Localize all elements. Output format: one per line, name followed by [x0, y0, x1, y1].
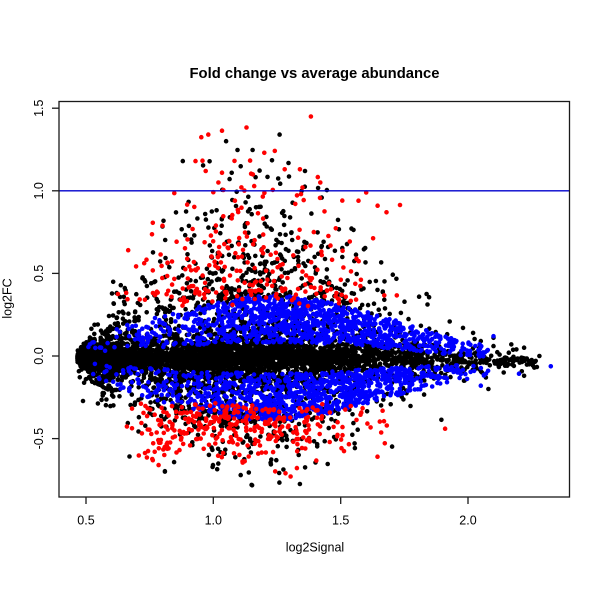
svg-text:1.0: 1.0 [32, 182, 46, 199]
svg-text:log2FC: log2FC [1, 278, 15, 318]
svg-text:0.5: 0.5 [32, 265, 46, 282]
svg-text:Fold change vs average abundan: Fold change vs average abundance [190, 66, 440, 82]
svg-text:2.0: 2.0 [459, 514, 476, 528]
svg-text:0.0: 0.0 [32, 347, 46, 364]
svg-text:1.0: 1.0 [205, 514, 222, 528]
svg-text:-0.5: -0.5 [32, 428, 46, 450]
svg-text:1.5: 1.5 [32, 99, 46, 116]
svg-text:1.5: 1.5 [332, 514, 349, 528]
svg-text:0.5: 0.5 [77, 514, 94, 528]
svg-text:log2Signal: log2Signal [286, 540, 344, 554]
